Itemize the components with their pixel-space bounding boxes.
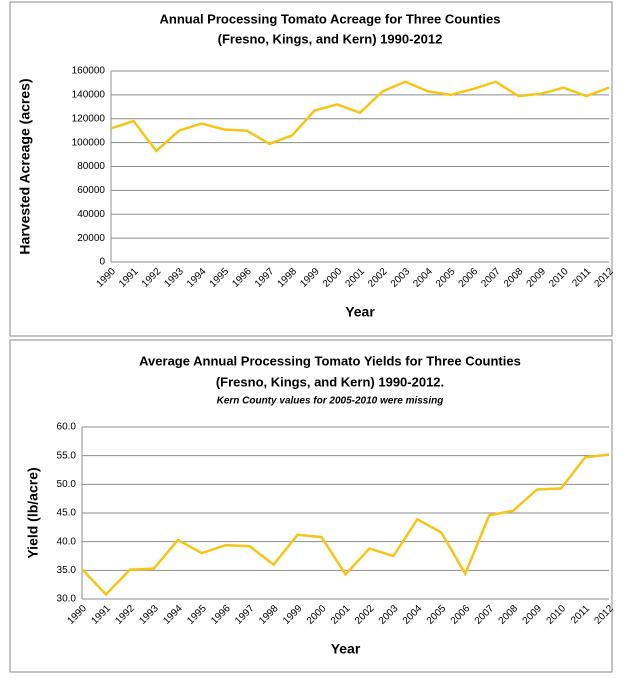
x-tick-label: 1991 [117, 266, 141, 290]
line-series [110, 80, 610, 153]
x-tick-label: 2005 [434, 266, 458, 290]
x-tick-label: 2006 [457, 266, 481, 290]
x-tick-label: 2007 [473, 603, 497, 627]
x-tick-label: 1995 [185, 603, 209, 627]
y-tick-label: 40.0 [57, 536, 77, 547]
y-tick-label: 60000 [77, 185, 105, 196]
x-tick-label: 1996 [209, 603, 233, 627]
x-tick-label: 2003 [389, 266, 413, 290]
x-tick-label: 2007 [479, 266, 503, 290]
y-axis-label: Yield (lb/acre) [25, 467, 41, 558]
y-tick-label: 50.0 [57, 479, 77, 490]
x-tick-label: 1993 [137, 603, 161, 627]
x-tick-label: 1994 [185, 266, 209, 290]
y-tick-label: 35.0 [57, 565, 77, 576]
x-tick-label: 2002 [366, 266, 390, 290]
y-tick-label: 160000 [72, 66, 106, 77]
y-tick-label: 120000 [72, 113, 106, 124]
x-tick-label: 1990 [94, 266, 118, 290]
y-tick-label: 80000 [77, 161, 105, 172]
x-tick-label: 1993 [162, 266, 186, 290]
x-axis-label: Year [331, 641, 361, 657]
y-tick-label: 45.0 [57, 508, 77, 519]
x-tick-label: 1999 [281, 603, 305, 627]
x-tick-label: 2005 [425, 603, 449, 627]
x-tick-label: 2008 [502, 266, 526, 290]
chart-title: (Fresno, Kings, and Kern) 1990-2012. [216, 374, 444, 389]
y-tick-label: 20000 [77, 233, 105, 244]
y-tick-label: 140000 [72, 90, 106, 101]
x-tick-label: 2011 [570, 266, 593, 289]
x-tick-label: 2004 [411, 266, 435, 290]
x-tick-label: 2001 [329, 603, 353, 627]
y-tick-label: 0 [99, 257, 105, 268]
x-tick-label: 2004 [401, 603, 425, 627]
x-tick-label: 1998 [257, 603, 281, 627]
x-tick-label: 1991 [89, 603, 113, 627]
chart-title: (Fresno, Kings, and Kern) 1990-2012 [218, 31, 443, 46]
x-tick-label: 1992 [140, 266, 164, 290]
x-tick-label: 2012 [592, 266, 616, 290]
chart-subtitle: Kern County values for 2005-2010 were mi… [217, 396, 444, 407]
y-tick-label: 60.0 [57, 422, 77, 433]
panel-border [9, 1, 613, 337]
x-tick-label: 1996 [230, 266, 254, 290]
x-axis-label: Year [345, 304, 375, 320]
x-tick-label: 2002 [353, 603, 377, 627]
x-tick-label: 1997 [233, 603, 257, 627]
y-axis-label: Harvested Acreage (acres) [17, 78, 33, 254]
x-tick-label: 2010 [547, 266, 571, 290]
x-tick-label: 1999 [298, 266, 322, 290]
x-tick-label: 2008 [497, 603, 521, 627]
y-tick-label: 30.0 [57, 594, 77, 605]
x-tick-label: 2011 [569, 603, 592, 626]
x-tick-label: 1995 [208, 266, 232, 290]
x-tick-label: 2003 [377, 603, 401, 627]
y-tick-label: 55.0 [57, 450, 77, 461]
x-tick-label: 2006 [449, 603, 473, 627]
x-tick-label: 2000 [321, 266, 345, 290]
x-tick-label: 2012 [592, 603, 616, 627]
x-tick-label: 2009 [521, 603, 545, 627]
x-tick-label: 1998 [276, 266, 300, 290]
chart-title: Average Annual Processing Tomato Yields … [139, 353, 521, 368]
x-tick-label: 1992 [113, 603, 137, 627]
x-tick-label: 2010 [545, 603, 569, 627]
chart-title: Annual Processing Tomato Acreage for Thr… [160, 11, 501, 26]
line-series [81, 453, 610, 597]
x-tick-label: 2009 [525, 266, 549, 290]
y-tick-label: 40000 [77, 209, 105, 220]
x-tick-label: 1990 [65, 603, 89, 627]
x-tick-label: 1997 [253, 266, 277, 290]
x-tick-label: 1994 [161, 603, 185, 627]
x-tick-label: 2000 [305, 603, 329, 627]
y-tick-label: 100000 [72, 137, 106, 148]
x-tick-label: 2001 [343, 266, 367, 290]
panel-border [9, 339, 613, 673]
